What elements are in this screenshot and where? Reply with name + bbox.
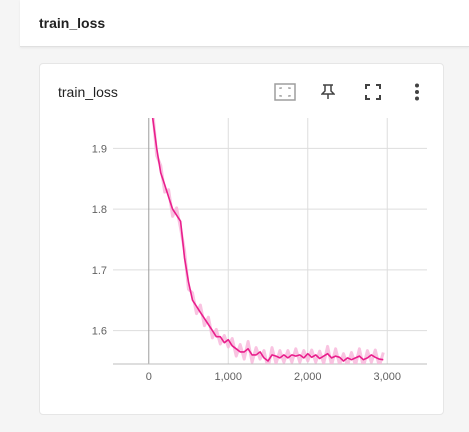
line-chart[interactable]: 1.6 1.7 1.8 1.9 0 1,000 2,000 3,000: [40, 64, 443, 414]
x-tick-label: 3,000: [373, 371, 401, 383]
fullscreen-icon: [365, 84, 381, 100]
y-tick-label: 1.6: [92, 326, 107, 338]
x-tick-label: 1,000: [215, 371, 243, 383]
x-tick-label: 2,000: [294, 371, 322, 383]
x-tick-label: 0: [146, 371, 152, 383]
pin-icon: [321, 84, 335, 99]
series-line: [151, 118, 384, 362]
more-vert-icon: [415, 83, 419, 101]
fullscreen-button[interactable]: [359, 78, 387, 106]
section-header: train_loss: [20, 0, 469, 47]
y-tick-label: 1.9: [92, 143, 107, 155]
scalar-card: train_loss 1.6 1.7 1.8 1.9 0 1,000 2,000 3,000: [39, 63, 444, 415]
series-raw-line: [151, 118, 385, 364]
y-tick-label: 1.7: [92, 265, 107, 277]
y-tick-label: 1.8: [92, 204, 107, 216]
card-title: train_loss: [58, 84, 118, 100]
section-title: train_loss: [39, 15, 106, 31]
more-menu-button[interactable]: [403, 78, 431, 106]
pin-button[interactable]: [314, 78, 342, 106]
fit-to-data-icon: [274, 83, 296, 101]
fit-domain-button[interactable]: [271, 78, 299, 106]
